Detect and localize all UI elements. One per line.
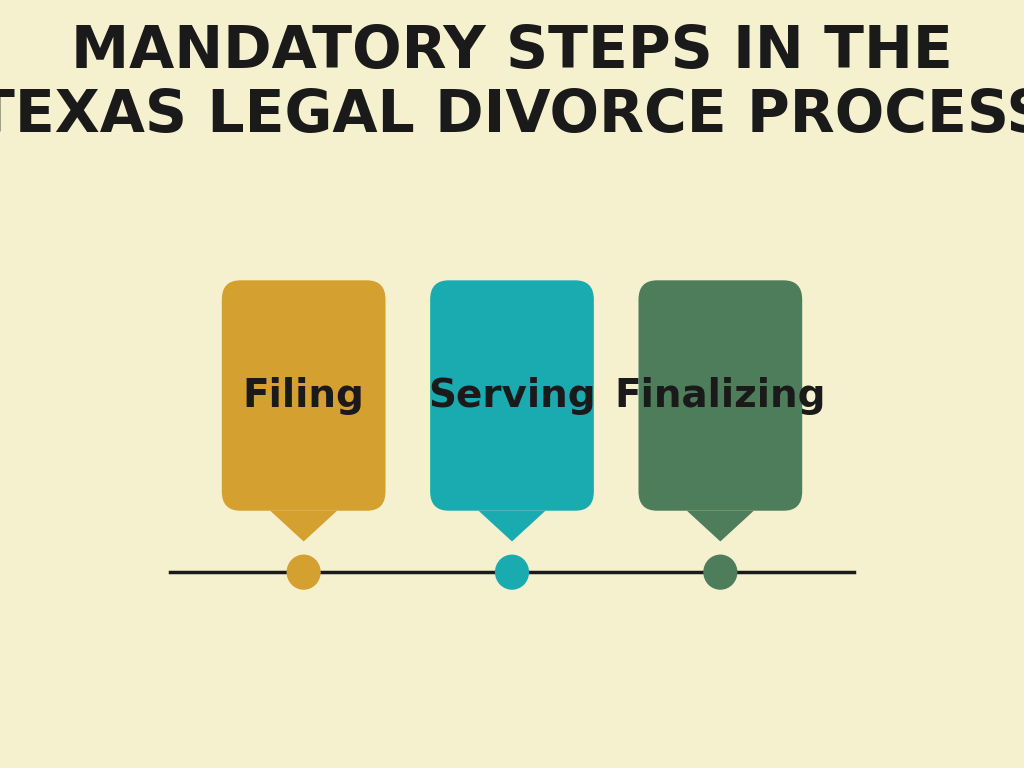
FancyBboxPatch shape	[222, 280, 385, 511]
Text: Filing: Filing	[243, 376, 365, 415]
Polygon shape	[478, 511, 546, 541]
Polygon shape	[270, 511, 337, 541]
Text: MANDATORY STEPS IN THE
TEXAS LEGAL DIVORCE PROCESS: MANDATORY STEPS IN THE TEXAS LEGAL DIVOR…	[0, 23, 1024, 144]
Text: Serving: Serving	[428, 376, 596, 415]
Text: Finalizing: Finalizing	[614, 376, 826, 415]
FancyBboxPatch shape	[430, 280, 594, 511]
Circle shape	[288, 555, 321, 589]
Circle shape	[703, 555, 736, 589]
Polygon shape	[687, 511, 754, 541]
FancyBboxPatch shape	[639, 280, 802, 511]
Circle shape	[496, 555, 528, 589]
